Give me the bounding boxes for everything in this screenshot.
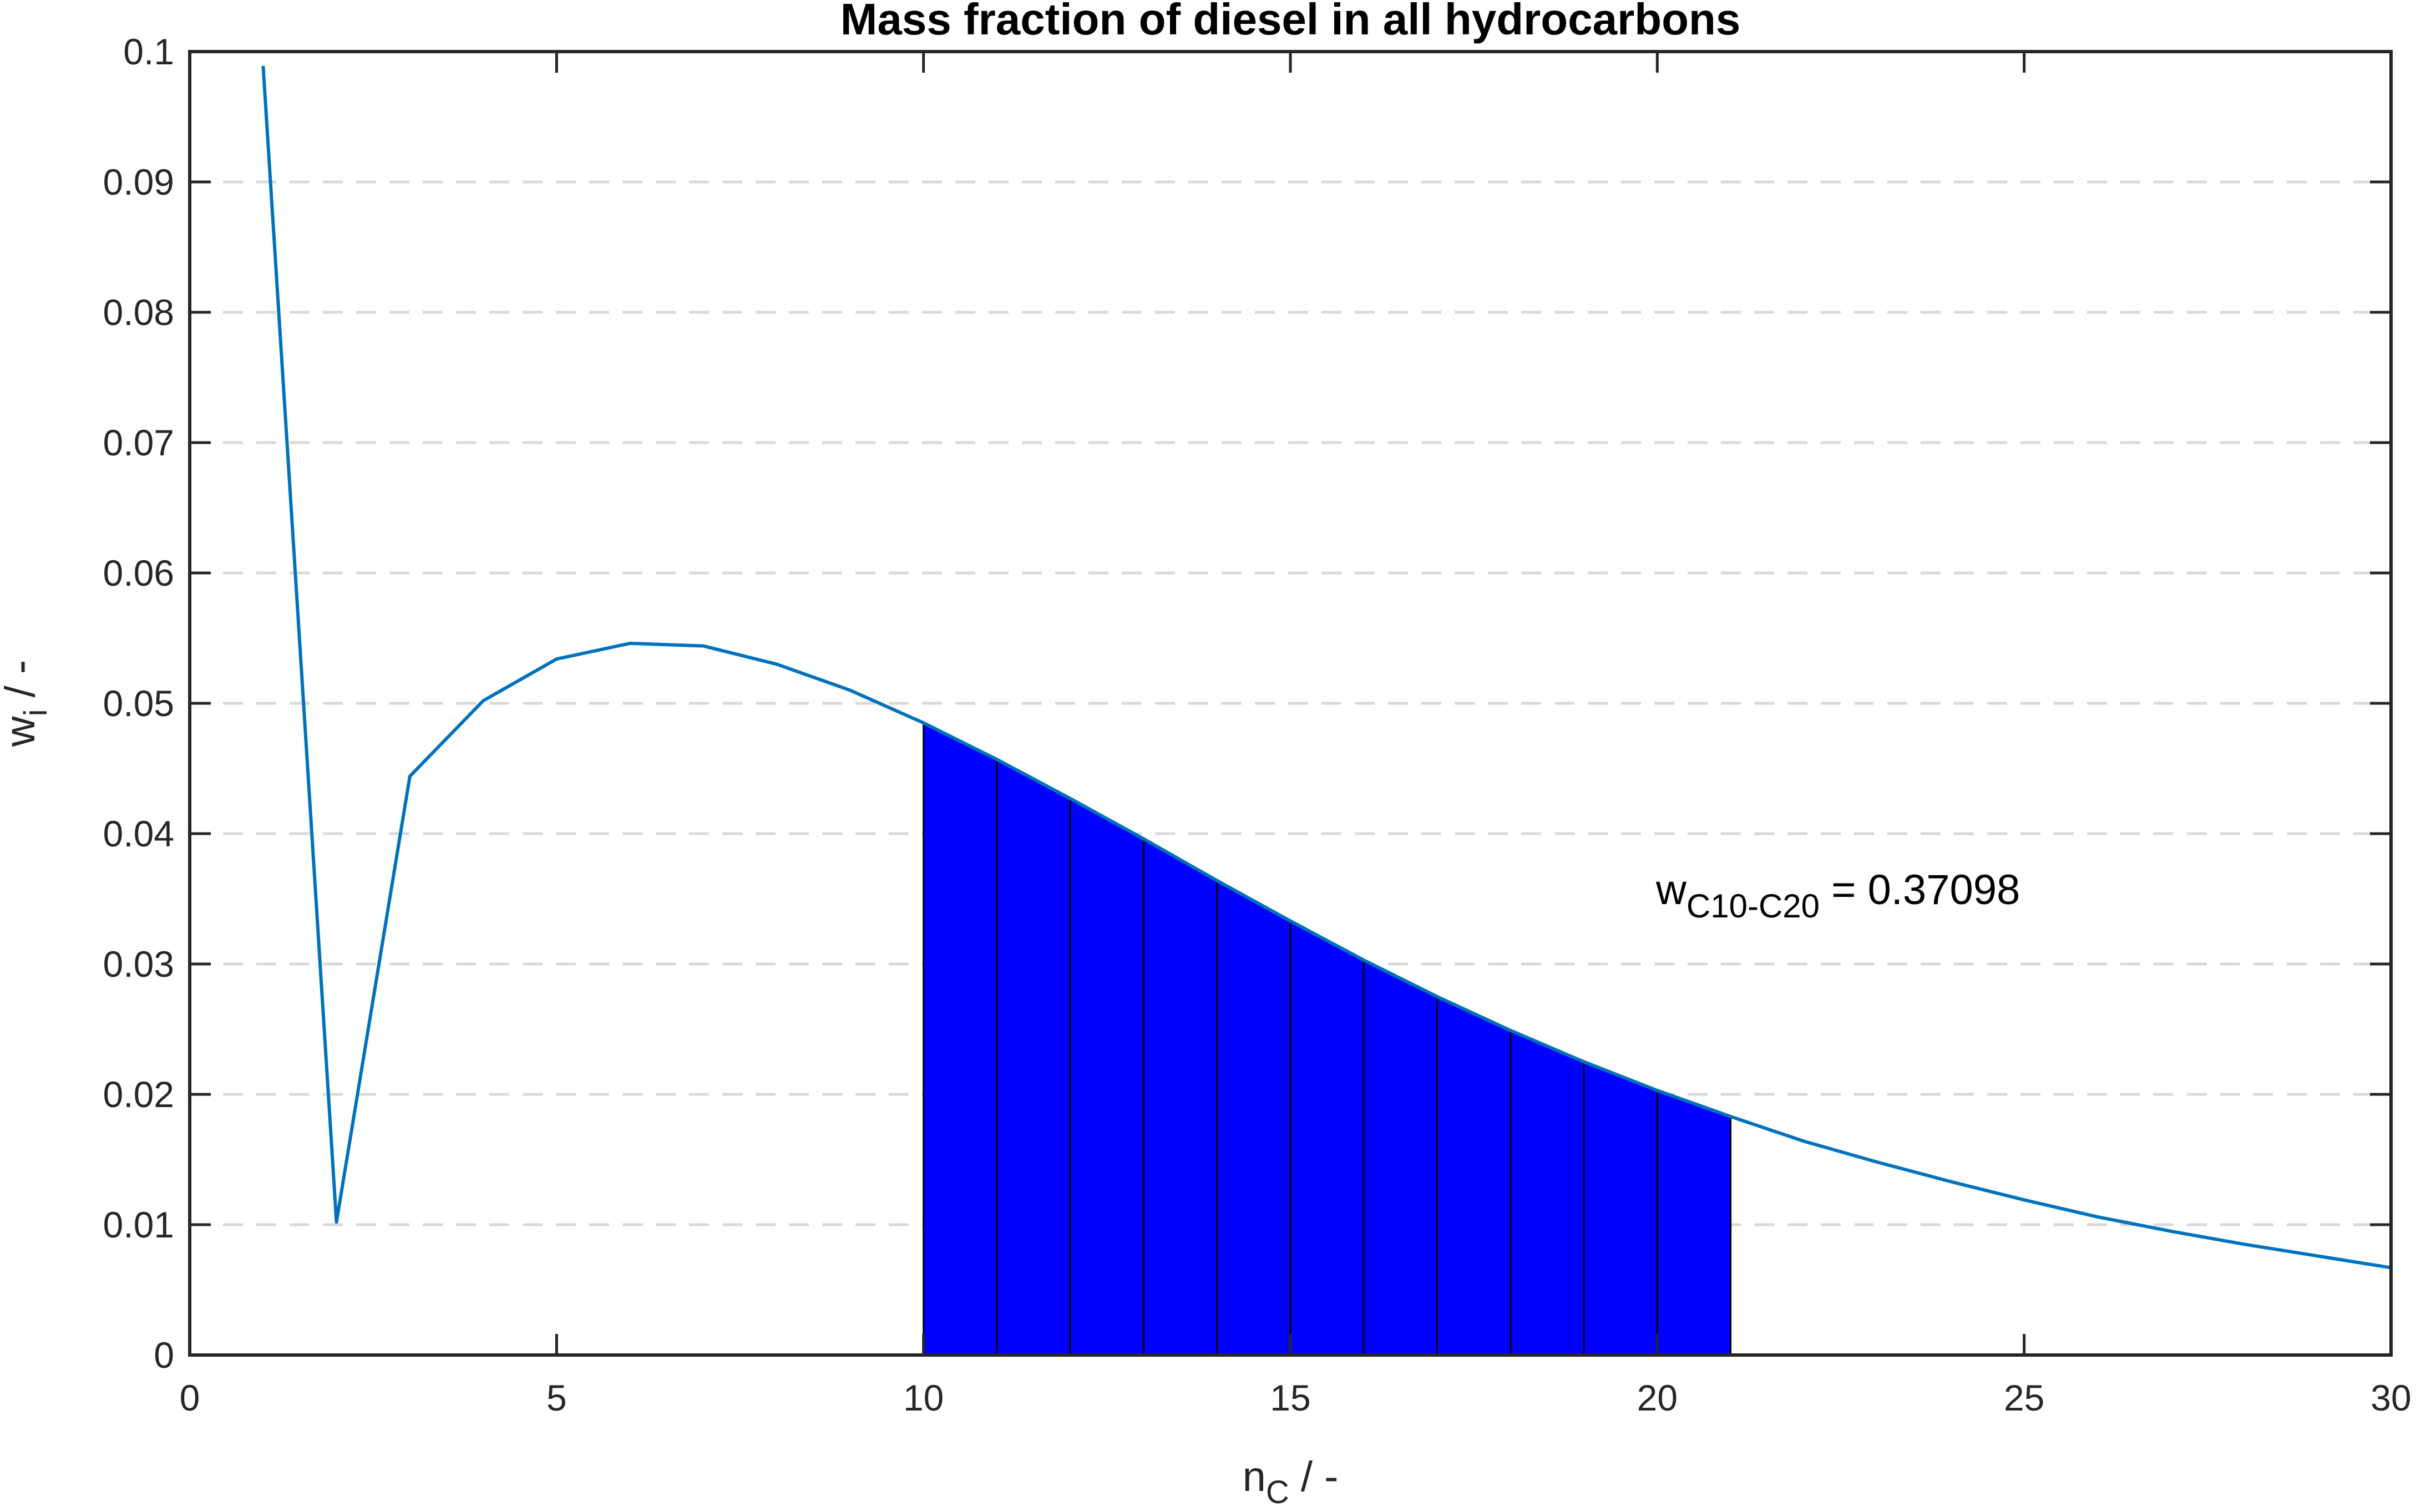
x-tick-label: 5: [546, 1377, 567, 1418]
y-tick-label: 0.05: [103, 683, 174, 724]
shaded-bar: [1216, 879, 1291, 1356]
shaded-bar: [1289, 919, 1365, 1356]
shaded-bar: [1363, 958, 1439, 1356]
y-axis-label-sub: i: [18, 709, 54, 716]
y-tick-label: 0.09: [103, 161, 174, 202]
shaded-bar: [1656, 1089, 1732, 1356]
y-tick-label: 0: [154, 1335, 174, 1376]
y-tick-label: 0.07: [103, 422, 174, 463]
y-axis-label-suffix: / -: [0, 660, 44, 709]
y-tick-label: 0.02: [103, 1074, 174, 1115]
x-tick-label: 25: [2004, 1377, 2044, 1418]
x-tick-label: 20: [1637, 1377, 1678, 1418]
shaded-bar: [1583, 1061, 1658, 1356]
x-axis-label-suffix: / -: [1289, 1453, 1339, 1500]
shaded-region: [923, 721, 1732, 1356]
series-line: [261, 65, 2392, 1270]
x-axis-label-sub: C: [1266, 1474, 1289, 1509]
chart-title: Mass fraction of diesel in all hydrocarb…: [840, 0, 1741, 44]
y-tick-label: 0.06: [103, 552, 174, 593]
ticks: 0 5 10 15 20 25 30 0 0.01 0.02 0.03 0.04 0.05 0.06 0.0…: [103, 31, 2412, 1418]
y-axis-label-base: w: [0, 716, 44, 747]
annotation-value: = 0.37098: [1820, 866, 2020, 914]
shaded-bar: [1510, 1029, 1585, 1356]
shaded-bar: [1069, 797, 1144, 1356]
x-tick-label: 15: [1270, 1377, 1310, 1418]
y-tick-label: 0.03: [103, 943, 174, 985]
x-tick-label: 10: [903, 1377, 944, 1418]
shaded-bar: [1436, 995, 1512, 1356]
x-tick-label: 0: [180, 1377, 200, 1418]
series-lines: [261, 65, 2392, 1270]
x-axis-label-base: n: [1243, 1453, 1266, 1500]
shaded-bar: [1142, 837, 1218, 1356]
annotation-base: w: [1655, 866, 1687, 914]
y-tick-label: 0.1: [123, 31, 174, 72]
y-tick-label: 0.01: [103, 1204, 174, 1245]
y-tick-label: 0.04: [103, 813, 174, 854]
x-tick-label: 30: [2371, 1377, 2411, 1418]
annotation-label: wC10-C20 = 0.37098: [1655, 866, 2020, 925]
annotation-sub: C10-C20: [1686, 887, 1820, 925]
shaded-bar: [923, 721, 998, 1356]
y-tick-label: 0.08: [103, 292, 174, 333]
shaded-bar: [996, 758, 1071, 1356]
y-axis-label: wi / -: [0, 660, 54, 747]
x-axis-label: nC / -: [1243, 1453, 1339, 1509]
